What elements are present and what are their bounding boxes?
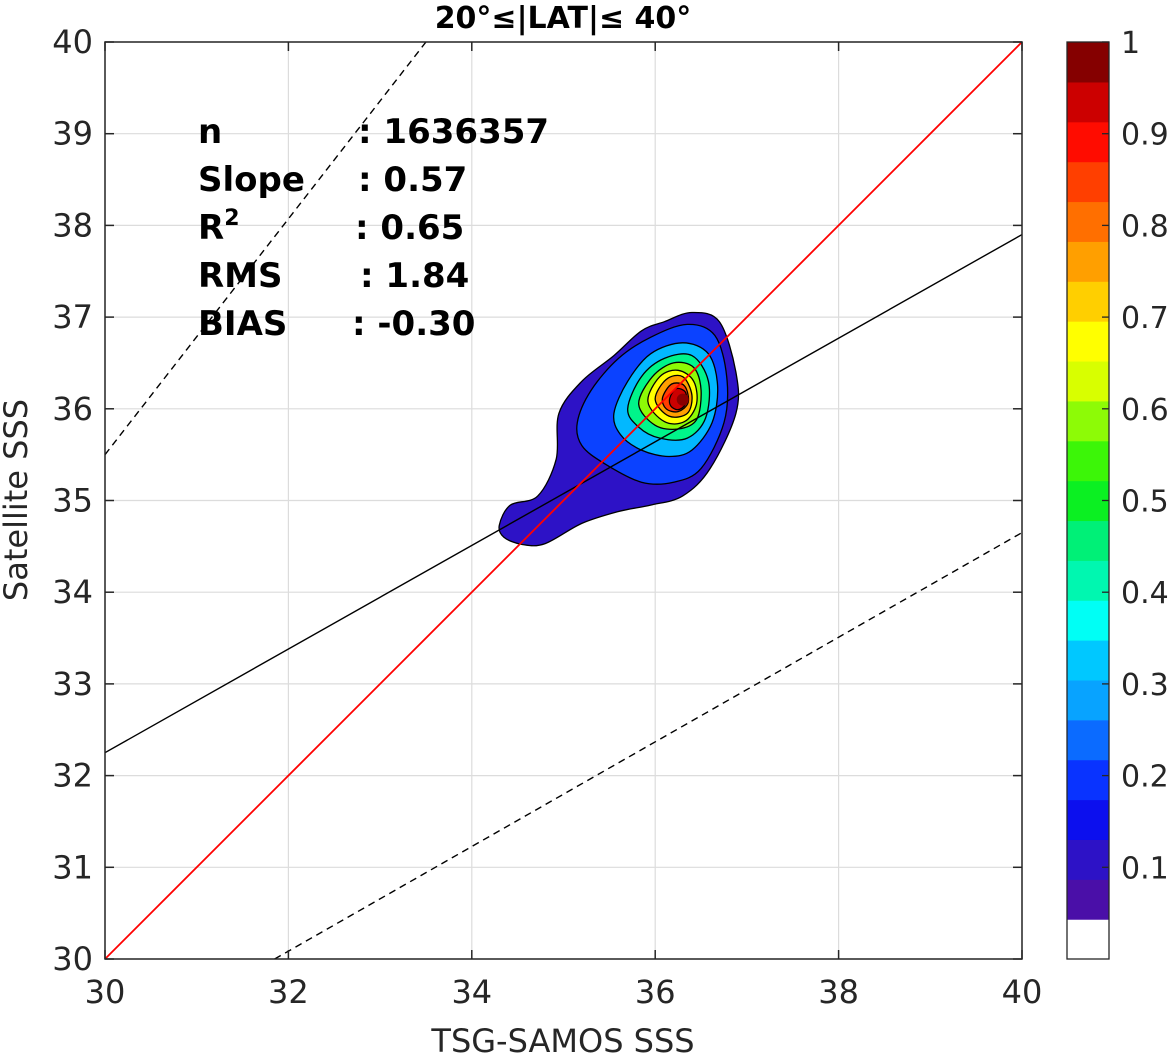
density-contours <box>498 311 740 547</box>
chart-title: 20°≤|LAT|≤ 40° <box>435 1 692 36</box>
stat-value: : 0.65 <box>355 208 464 248</box>
x-tick-label: 38 <box>818 973 859 1011</box>
colorbar-segment <box>1067 640 1109 681</box>
colorbar-segment <box>1067 400 1109 442</box>
stats-box: n : 1636357 Slope : 0.57 R2 : 0.65 RMS : 1.84 BI… <box>198 112 549 344</box>
x-tick-label: 30 <box>85 973 126 1011</box>
upper-bound-line <box>105 42 427 456</box>
colorbar-tick-label: 0.8 <box>1121 209 1169 244</box>
colorbar-tick-label: 0.5 <box>1121 485 1169 520</box>
y-tick-label: 40 <box>52 23 93 61</box>
stat-value: : 1.84 <box>360 256 469 296</box>
colorbar-tick-label: 1 <box>1121 26 1140 61</box>
colorbar-segment <box>1067 42 1109 83</box>
stat-value: : 1636357 <box>358 112 549 152</box>
colorbar-segment <box>1067 719 1109 761</box>
colorbar-tick-label: 0.9 <box>1121 118 1169 153</box>
stat-label: BIAS <box>198 304 287 344</box>
y-tick-label: 33 <box>52 665 93 703</box>
x-axis-label: TSG-SAMOS SSS <box>430 1022 694 1055</box>
colorbar-segment <box>1067 360 1109 402</box>
colorbar: 0.1 0.2 0.3 0.4 0.5 0.6 0.7 0.8 0.9 1 <box>1066 26 1169 960</box>
density-peak <box>676 393 689 406</box>
colorbar-segment <box>1067 919 1109 960</box>
y-tick-label: 35 <box>52 482 93 520</box>
y-tick-label: 30 <box>52 940 93 978</box>
axis-ticks: 30 32 34 36 38 40 30 31 32 33 34 35 36 37 38 39 40 <box>52 23 1042 1011</box>
regression-line <box>105 233 1022 754</box>
reference-lines <box>105 42 1022 959</box>
y-tick-label: 37 <box>52 298 93 336</box>
colorbar-segment <box>1067 600 1109 641</box>
colorbar-segment <box>1067 81 1109 123</box>
colorbar-segment <box>1067 520 1109 561</box>
y-axis-label: Satellite SSS <box>0 399 35 601</box>
x-tick-label: 32 <box>268 973 309 1011</box>
stat-value: : -0.30 <box>352 304 475 344</box>
colorbar-segment <box>1067 799 1109 840</box>
colorbar-segment <box>1067 201 1109 242</box>
x-tick-label: 34 <box>451 973 492 1011</box>
colorbar-segment <box>1067 241 1109 282</box>
colorbar-tick-label: 0.2 <box>1121 760 1169 795</box>
colorbar-segment <box>1067 560 1109 601</box>
stat-value: : 0.57 <box>358 160 467 200</box>
colorbar-tick-label: 0.7 <box>1121 301 1169 336</box>
stat-label: Slope <box>198 160 305 200</box>
colorbar-segment <box>1067 879 1109 920</box>
colorbar-segment <box>1067 121 1109 163</box>
one-to-one-line <box>105 42 1022 959</box>
y-tick-label: 39 <box>52 115 93 153</box>
stat-label: RMS <box>198 256 283 296</box>
y-tick-label: 31 <box>52 848 93 886</box>
colorbar-segment <box>1067 161 1109 203</box>
colorbar-segment <box>1067 440 1109 482</box>
x-tick-label: 40 <box>1002 973 1043 1011</box>
colorbar-tick-label: 0.3 <box>1121 668 1169 703</box>
colorbar-segment <box>1067 839 1109 880</box>
colorbar-tick-label: 0.1 <box>1121 851 1169 886</box>
colorbar-tick-label: 0.4 <box>1121 576 1169 611</box>
y-tick-label: 34 <box>52 573 93 611</box>
colorbar-segment <box>1067 759 1109 801</box>
y-tick-label: 32 <box>52 757 93 795</box>
colorbar-segment <box>1067 679 1109 721</box>
colorbar-segment <box>1067 281 1109 322</box>
y-tick-label: 38 <box>52 206 93 244</box>
y-tick-label: 36 <box>52 390 93 428</box>
stat-label: R2 <box>198 206 240 248</box>
stat-label: n <box>198 112 222 152</box>
grid-lines <box>104 41 1023 960</box>
colorbar-tick-label: 0.6 <box>1121 393 1169 428</box>
x-tick-label: 36 <box>635 973 676 1011</box>
colorbar-segment <box>1067 321 1109 362</box>
